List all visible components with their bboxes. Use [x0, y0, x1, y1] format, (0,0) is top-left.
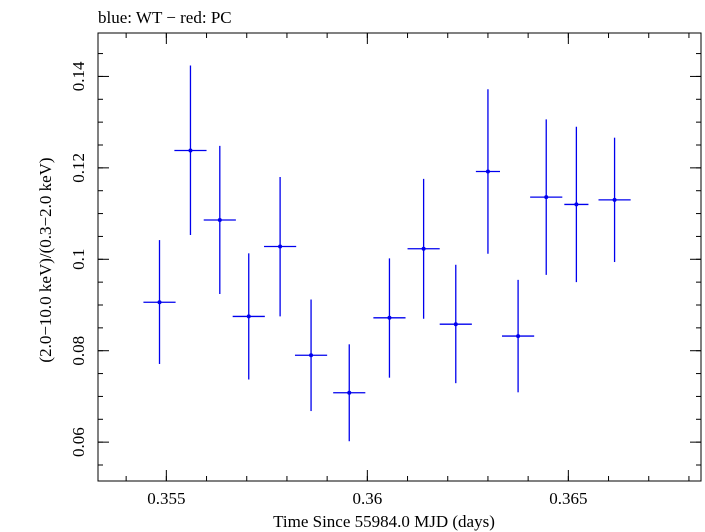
axis-ticks	[98, 33, 701, 481]
y-tick-label: 0.06	[69, 427, 88, 457]
data-point	[502, 279, 535, 393]
data-marker	[421, 246, 426, 251]
data-marker	[246, 314, 251, 319]
data-point	[203, 145, 236, 295]
y-axis-label: (2.0−10.0 keV)/(0.3−2.0 keV)	[36, 157, 55, 362]
data-point	[232, 253, 265, 380]
plot-frame	[97, 32, 702, 482]
y-tick-label: 0.1	[69, 249, 88, 270]
data-marker	[278, 244, 283, 249]
data-point	[407, 178, 440, 319]
x-axis-label: Time Since 55984.0 MJD (days)	[273, 512, 495, 531]
data-marker	[516, 334, 521, 339]
data-point	[564, 126, 589, 283]
data-marker	[309, 353, 314, 358]
data-point	[174, 65, 207, 236]
data-marker	[217, 217, 222, 222]
data-point	[264, 177, 297, 317]
data-point	[530, 119, 563, 275]
x-tick-label: 0.365	[549, 489, 587, 508]
tick-labels: 0.355 0.36 0.365 0.06 0.08 0.1 0.12 0.14	[69, 61, 587, 508]
data-point	[143, 240, 176, 364]
data-point	[439, 264, 472, 384]
data-points	[143, 65, 631, 442]
data-marker	[485, 169, 490, 174]
data-marker	[453, 322, 458, 327]
data-point	[294, 299, 328, 412]
data-marker	[188, 148, 193, 153]
data-marker	[157, 300, 162, 305]
data-point	[373, 258, 406, 378]
data-point	[475, 89, 500, 254]
data-marker	[347, 390, 352, 395]
chart-title: blue: WT − red: PC	[98, 8, 232, 27]
data-marker	[544, 195, 549, 200]
y-tick-label: 0.08	[69, 336, 88, 366]
data-marker	[574, 202, 579, 207]
y-tick-label: 0.12	[69, 153, 88, 183]
x-tick-label: 0.36	[352, 489, 382, 508]
data-point	[333, 344, 366, 442]
data-marker	[612, 197, 617, 202]
x-tick-label: 0.355	[147, 489, 185, 508]
y-tick-label: 0.14	[69, 61, 88, 91]
data-marker	[387, 315, 392, 320]
data-point	[598, 137, 631, 263]
